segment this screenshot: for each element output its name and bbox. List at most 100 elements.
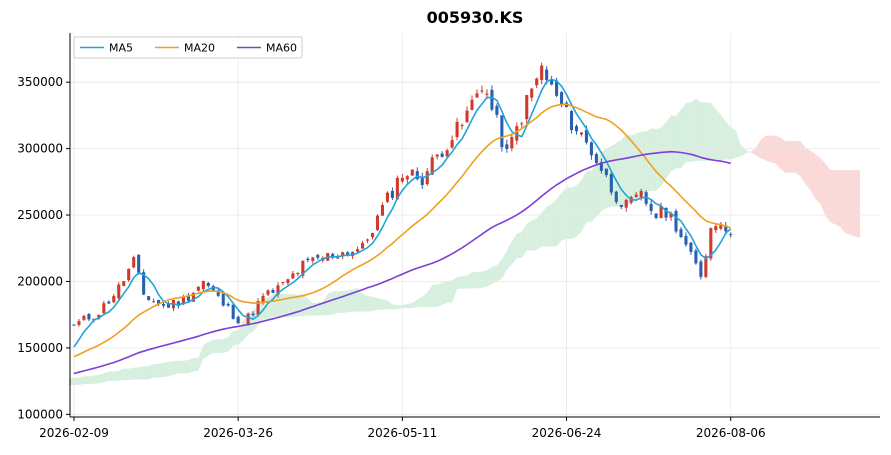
candle-body [684,235,688,245]
candle [525,94,529,125]
candle [540,62,544,85]
candle-body [664,207,668,218]
candle-body [380,205,384,216]
candle-body [704,256,708,277]
candle [624,198,628,212]
candle [445,148,449,158]
cloud-segment [705,102,711,161]
candle-body [226,303,230,306]
y-tick-label: 150000 [17,341,63,355]
cloud-segment [720,114,726,161]
cloud-segment [377,297,383,310]
ichimoku-cloud [69,98,861,386]
axes: 100000 150000 200000 250000 300000 350000 2026… [17,33,880,440]
candle-body [649,203,653,211]
cloud-segment [770,135,776,164]
cloud-segment [616,139,622,207]
cloud-segment [676,109,681,169]
ma-line-ma5 [73,78,732,348]
candle-body [569,111,574,131]
cloud-segment [631,133,637,202]
cloud-segment [626,134,632,207]
cloud-segment [586,171,592,223]
candle [356,246,360,253]
candle-body [555,80,559,96]
cloud-segment [566,187,572,239]
cloud-segment [427,285,433,307]
cloud-segment [680,103,686,169]
cloud-segment [447,280,453,303]
cloud-segment [795,140,801,177]
cloud-segment [173,360,179,375]
candle-body [395,177,399,200]
candle-body [614,191,618,202]
cloud-segment [486,267,492,287]
cloud-segment [536,212,542,250]
cloud-segment [123,368,129,381]
legend-item-ma60: MA60 [237,42,297,55]
candle [415,167,419,181]
cloud-segment [476,271,482,289]
candle-body [82,315,86,320]
candle-body [142,272,146,295]
cloud-segment [183,360,189,374]
candle [311,257,315,264]
candle [475,89,479,98]
candle [435,154,439,160]
candle-body [659,205,663,218]
candle [510,133,514,152]
cloud-segment [621,134,627,207]
candle [246,312,250,326]
cloud-segment [327,291,333,316]
cloud-segment [840,170,846,234]
candle-body [385,192,389,202]
candle-body [550,80,554,85]
candles [72,62,733,327]
candle-body [316,254,320,258]
candle-body [460,124,464,126]
x-tick-label: 2026-03-26 [203,426,273,440]
legend-label-ma60: MA60 [266,42,297,55]
cloud-segment [695,98,701,161]
candle [664,207,668,222]
cloud-segment [437,282,443,307]
candle-body [137,254,141,273]
cloud-segment [218,339,224,353]
moving-averages [73,78,732,375]
cloud-segment [143,366,149,380]
cloud-segment [113,370,119,382]
cloud-segment [382,299,388,310]
candle-body [624,199,628,208]
candle [77,318,81,327]
candle-body [634,194,638,197]
candle [530,87,534,102]
cloud-segment [108,371,114,382]
candle-body [400,177,404,182]
candle [122,280,126,287]
cloud-segment [815,154,821,204]
cloud-segment [830,170,836,225]
candle [460,123,464,130]
cloud-segment [168,361,174,377]
cloud-segment [337,290,343,313]
candle-body [584,129,588,143]
candle [256,298,260,317]
candle-body [271,289,275,293]
cloud-segment [397,305,403,310]
candle-body [714,226,718,231]
candle-body [719,223,723,229]
candle-body [281,282,285,284]
candle-body [77,321,81,325]
candle-body [674,211,678,232]
candle [729,232,733,238]
candle [251,311,255,317]
cloud-segment [526,220,532,251]
candle [147,296,151,301]
cloud-segment [496,259,502,282]
cloud-segment [546,204,552,247]
cloud-segment [238,320,244,345]
legend: MA5 MA20 MA60 [73,36,303,59]
candle [619,204,623,210]
candle-body [246,313,250,326]
candle-body [465,110,469,123]
